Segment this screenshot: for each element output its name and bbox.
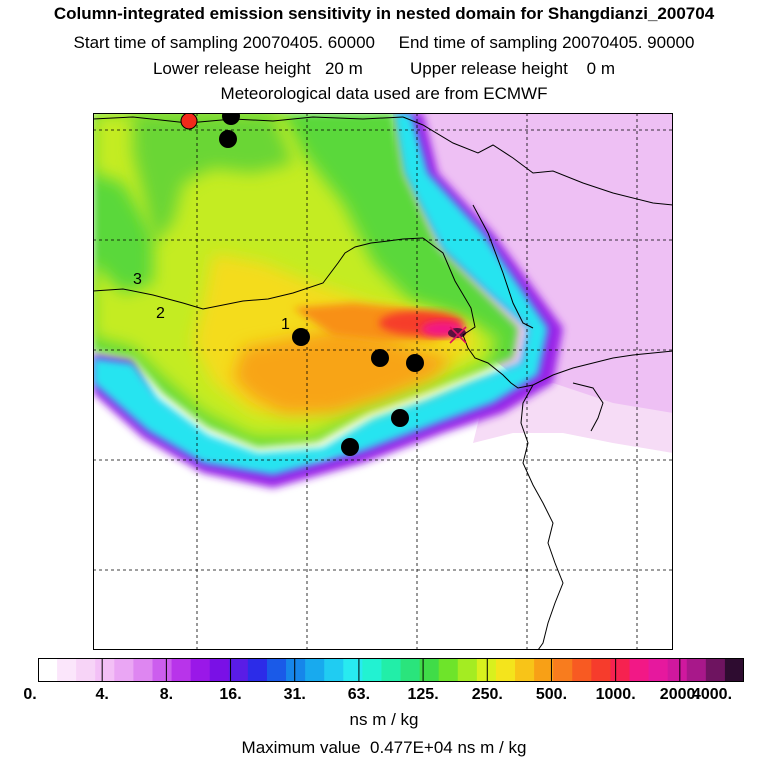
coastline-korea xyxy=(520,384,564,650)
colorbar-cell xyxy=(610,658,631,682)
colorbar-cell xyxy=(362,658,383,682)
colorbar-cell xyxy=(648,658,669,682)
station-marker xyxy=(219,130,237,148)
colorbar-tick-label: 125. xyxy=(407,686,439,703)
colorbar-cell xyxy=(705,658,726,682)
island-coast xyxy=(572,382,604,432)
station-marker xyxy=(292,328,310,346)
colorbar-cell xyxy=(553,658,573,682)
colorbar-cell xyxy=(495,658,516,682)
maximum-value: Maximum value 0.477E+04 ns m / kg xyxy=(241,738,527,757)
contour-label-2: 2 xyxy=(156,305,165,322)
colorbar-tick-label: 1000. xyxy=(595,686,636,703)
colorbar-cell xyxy=(133,658,154,682)
colorbar-tick-label: 0. xyxy=(23,686,37,703)
release-height-line: Lower release height 20 m Upper release … xyxy=(152,59,616,78)
colorbar-cell xyxy=(114,658,134,682)
colorbar-tick-label: 4. xyxy=(95,686,109,703)
colorbar-cell xyxy=(228,658,249,682)
colorbar-tick-label: 63. xyxy=(347,686,371,703)
coastline-central xyxy=(93,237,424,310)
colorbar-cell xyxy=(76,658,96,682)
station-marker xyxy=(391,409,409,427)
met-data-line: Meteorological data used are from ECMWF xyxy=(220,84,548,103)
colorbar-tick-label: 2000. xyxy=(659,686,700,703)
coastline-bay xyxy=(422,237,673,389)
colorbar-cell xyxy=(381,658,402,682)
emission-sensitivity-map: 1 2 3 xyxy=(93,113,673,650)
colorbar-cell xyxy=(324,658,344,682)
colorbar-cell xyxy=(190,658,211,682)
colorbar-tick-label: 4000. xyxy=(691,686,733,703)
colorbar-cell xyxy=(171,658,192,682)
border-north-east xyxy=(402,116,673,206)
colorbar-unit: ns m / kg xyxy=(349,710,419,729)
colorbar-cell xyxy=(419,658,440,682)
colorbar-cell xyxy=(591,658,612,682)
border-inland xyxy=(472,204,534,329)
colorbar-tick-label: 16. xyxy=(219,686,242,703)
receptor-cross-icon xyxy=(449,326,467,344)
contour-label-3: 3 xyxy=(133,271,142,288)
coastlines xyxy=(93,116,673,650)
colorbar-cell xyxy=(457,658,478,682)
colorbar xyxy=(38,658,744,682)
colorbar-tick-label: 31. xyxy=(283,686,306,703)
colorbar-cell xyxy=(724,658,744,682)
field-green-north xyxy=(133,113,293,243)
field-orange xyxy=(233,328,453,413)
colorbar-cell xyxy=(152,658,173,682)
colorbar-cell xyxy=(266,658,287,682)
colorbar-cell xyxy=(667,658,688,682)
colorbar-cell xyxy=(572,658,592,682)
colorbar-tick-label: 8. xyxy=(159,686,174,703)
colorbar-cell xyxy=(515,658,535,682)
colorbar-cell xyxy=(400,658,421,682)
contour-label-1: 1 xyxy=(281,316,290,333)
colorbar-cell xyxy=(438,658,459,682)
station-marker xyxy=(371,349,389,367)
colorbar-cell xyxy=(209,658,230,682)
colorbar-cell xyxy=(247,658,268,682)
colorbar-cell xyxy=(629,658,650,682)
page-title: Column-integrated emission sensitivity i… xyxy=(53,4,715,23)
colorbar-cell xyxy=(476,658,497,682)
colorbar-cell xyxy=(534,658,554,682)
colorbar-cell xyxy=(38,658,58,682)
colorbar-cell xyxy=(57,658,77,682)
sensitivity-field xyxy=(93,113,673,488)
colorbar-cell xyxy=(95,658,115,682)
field-pink-east xyxy=(393,113,673,433)
colorbar-cell xyxy=(343,658,363,682)
colorbar-cells xyxy=(38,658,744,682)
colorbar-cell xyxy=(686,658,707,682)
station-markers xyxy=(180,113,424,456)
sampling-time-line: Start time of sampling 20070405. 60000 E… xyxy=(73,33,695,52)
field-cyan-band xyxy=(93,113,548,475)
colorbar-tick-label: 500. xyxy=(535,686,568,703)
colorbar-cell xyxy=(286,658,306,682)
station-marker-red xyxy=(180,113,198,130)
colorbar-tick-label: 250. xyxy=(471,686,503,703)
station-marker xyxy=(222,113,240,125)
coastline-north xyxy=(93,116,404,124)
station-marker xyxy=(341,438,359,456)
station-marker xyxy=(406,354,424,372)
colorbar-cell xyxy=(305,658,325,682)
